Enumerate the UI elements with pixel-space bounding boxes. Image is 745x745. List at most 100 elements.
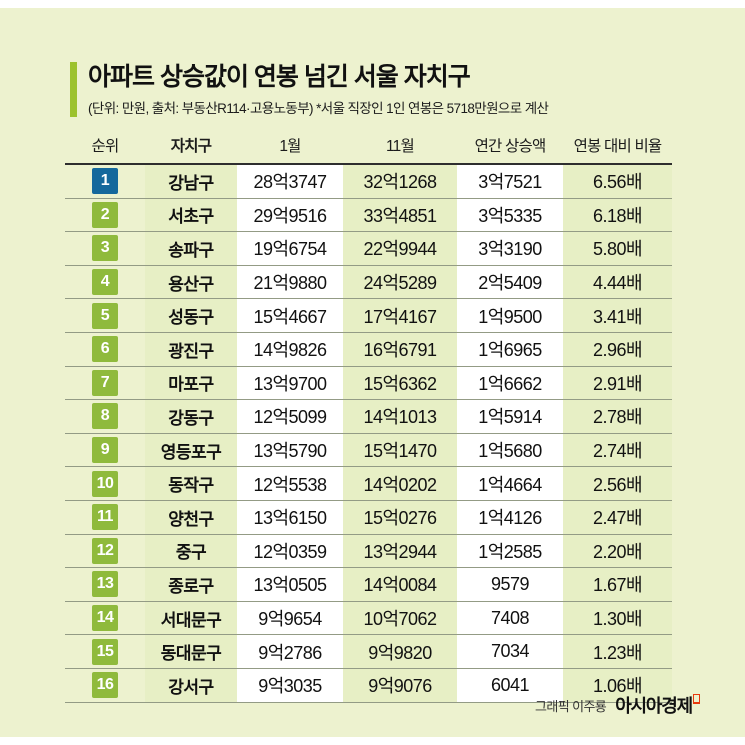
district-cell: 용산구 <box>145 265 237 299</box>
november-price-cell: 22억9944 <box>343 232 457 265</box>
district-cell: 서초구 <box>145 198 237 232</box>
annual-increase-cell: 1억5914 <box>457 400 563 433</box>
annual-increase-cell: 2억5409 <box>457 265 563 299</box>
annual-increase-cell: 1억5680 <box>457 433 563 467</box>
salary-ratio-cell: 1.30배 <box>563 601 672 635</box>
january-price-cell: 13억0505 <box>237 568 343 601</box>
column-header-november: 11월 <box>386 138 415 155</box>
salary-ratio-cell: 2.56배 <box>563 467 672 500</box>
rank-cell: 4 <box>65 266 145 299</box>
rank-cell: 1 <box>65 165 145 198</box>
salary-ratio-cell: 2.74배 <box>563 433 672 467</box>
rank-cell: 7 <box>65 367 145 400</box>
november-price-cell: 15억6362 <box>343 366 457 400</box>
november-price-cell: 33억4851 <box>343 198 457 232</box>
rank-badge: 10 <box>92 470 118 497</box>
salary-ratio-cell: 2.78배 <box>563 400 672 433</box>
january-price-cell: 13억6150 <box>237 500 343 534</box>
salary-ratio-cell: 2.91배 <box>563 366 672 400</box>
november-price-cell: 10억7062 <box>343 601 457 635</box>
salary-ratio-cell: 1.67배 <box>563 568 672 601</box>
november-price-cell: 14억0084 <box>343 568 457 601</box>
table-row: 2 서초구 29억9516 33억4851 3억5335 6.18배 <box>65 198 672 233</box>
brand-logo: 아시아경제 <box>615 696 693 716</box>
column-header-january: 1월 <box>279 138 301 155</box>
november-price-cell: 32억1268 <box>343 165 457 198</box>
rank-badge: 5 <box>92 302 118 329</box>
january-price-cell: 28억3747 <box>237 165 343 198</box>
salary-ratio-cell: 2.47배 <box>563 500 672 534</box>
annual-increase-cell: 7034 <box>457 635 563 668</box>
annual-increase-cell: 3억5335 <box>457 198 563 232</box>
rank-badge: 16 <box>92 672 118 699</box>
rank-badge: 9 <box>92 437 118 464</box>
salary-ratio-cell: 1.23배 <box>563 635 672 668</box>
salary-ratio-cell: 4.44배 <box>563 265 672 299</box>
november-price-cell: 16억6791 <box>343 332 457 366</box>
january-price-cell: 14억9826 <box>237 332 343 366</box>
january-price-cell: 12억5538 <box>237 467 343 500</box>
salary-ratio-cell: 6.18배 <box>563 198 672 232</box>
district-cell: 동대문구 <box>145 635 237 668</box>
table-row: 6 광진구 14억9826 16억6791 1억6965 2.96배 <box>65 332 672 367</box>
rank-badge: 8 <box>92 403 118 430</box>
table-row: 15 동대문구 9억2786 9억9820 7034 1.23배 <box>65 635 672 669</box>
rank-cell: 10 <box>65 467 145 500</box>
rank-badge: 7 <box>92 369 118 396</box>
district-cell: 마포구 <box>145 366 237 400</box>
district-cell: 성동구 <box>145 299 237 332</box>
table-row: 9 영등포구 13억5790 15억1470 1억5680 2.74배 <box>65 433 672 468</box>
rank-badge: 3 <box>92 235 118 262</box>
table-row: 4 용산구 21억9880 24억5289 2억5409 4.44배 <box>65 265 672 300</box>
rank-badge: 15 <box>92 638 118 665</box>
november-price-cell: 24억5289 <box>343 265 457 299</box>
table-row: 16 강서구 9억3035 9억9076 6041 1.06배 <box>65 668 672 703</box>
rank-badge: 13 <box>92 571 118 598</box>
rank-cell: 6 <box>65 333 145 366</box>
rank-cell: 13 <box>65 568 145 601</box>
salary-ratio-cell: 2.96배 <box>563 332 672 366</box>
rank-cell: 2 <box>65 199 145 232</box>
rank-cell: 15 <box>65 635 145 668</box>
annual-increase-cell: 1억2585 <box>457 534 563 568</box>
january-price-cell: 19억6754 <box>237 232 343 265</box>
november-price-cell: 9억9076 <box>343 668 457 702</box>
annual-increase-cell: 6041 <box>457 668 563 702</box>
district-cell: 강서구 <box>145 668 237 702</box>
table-row: 11 양천구 13억6150 15억0276 1억4126 2.47배 <box>65 500 672 535</box>
january-price-cell: 12억0359 <box>237 534 343 568</box>
table-row: 5 성동구 15억4667 17억4167 1억9500 3.41배 <box>65 299 672 333</box>
title-block: 아파트 상승값이 연봉 넘긴 서울 자치구 (단위: 만원, 출처: 부동산R1… <box>70 62 549 117</box>
page-subtitle: (단위: 만원, 출처: 부동산R114·고용노동부) *서울 직장인 1인 연… <box>88 101 549 116</box>
annual-increase-cell: 1억4664 <box>457 467 563 500</box>
table-row: 13 종로구 13억0505 14억0084 9579 1.67배 <box>65 568 672 602</box>
november-price-cell: 14억1013 <box>343 400 457 433</box>
ranking-table: 순위 자치구 1월 11월 연간 상승액 연봉 대비 비율 1 강남구 28억374… <box>65 120 672 703</box>
district-cell: 동작구 <box>145 467 237 500</box>
district-cell: 영등포구 <box>145 433 237 467</box>
rank-cell: 14 <box>65 602 145 635</box>
rank-cell: 3 <box>65 232 145 265</box>
district-cell: 광진구 <box>145 332 237 366</box>
salary-ratio-cell: 6.56배 <box>563 165 672 198</box>
column-header-district: 자치구 <box>170 138 212 155</box>
district-cell: 양천구 <box>145 500 237 534</box>
rank-cell: 8 <box>65 400 145 433</box>
november-price-cell: 14억0202 <box>343 467 457 500</box>
table-row: 14 서대문구 9억9654 10억7062 7408 1.30배 <box>65 601 672 636</box>
january-price-cell: 9억3035 <box>237 668 343 702</box>
annual-increase-cell: 3억7521 <box>457 165 563 198</box>
column-header-annual-increase: 연간 상승액 <box>474 138 547 155</box>
rank-badge: 6 <box>92 336 118 363</box>
rank-cell: 12 <box>65 535 145 568</box>
table-row: 10 동작구 12억5538 14억0202 1억4664 2.56배 <box>65 467 672 501</box>
annual-increase-cell: 1억4126 <box>457 500 563 534</box>
rank-badge: 11 <box>92 504 118 531</box>
credit-line: 그래픽 이주룡 아시아경제 <box>535 692 700 718</box>
rank-badge: 1 <box>92 168 118 195</box>
rank-badge: 2 <box>92 201 118 228</box>
annual-increase-cell: 1억6965 <box>457 332 563 366</box>
annual-increase-cell: 7408 <box>457 601 563 635</box>
november-price-cell: 13억2944 <box>343 534 457 568</box>
salary-ratio-cell: 2.20배 <box>563 534 672 568</box>
